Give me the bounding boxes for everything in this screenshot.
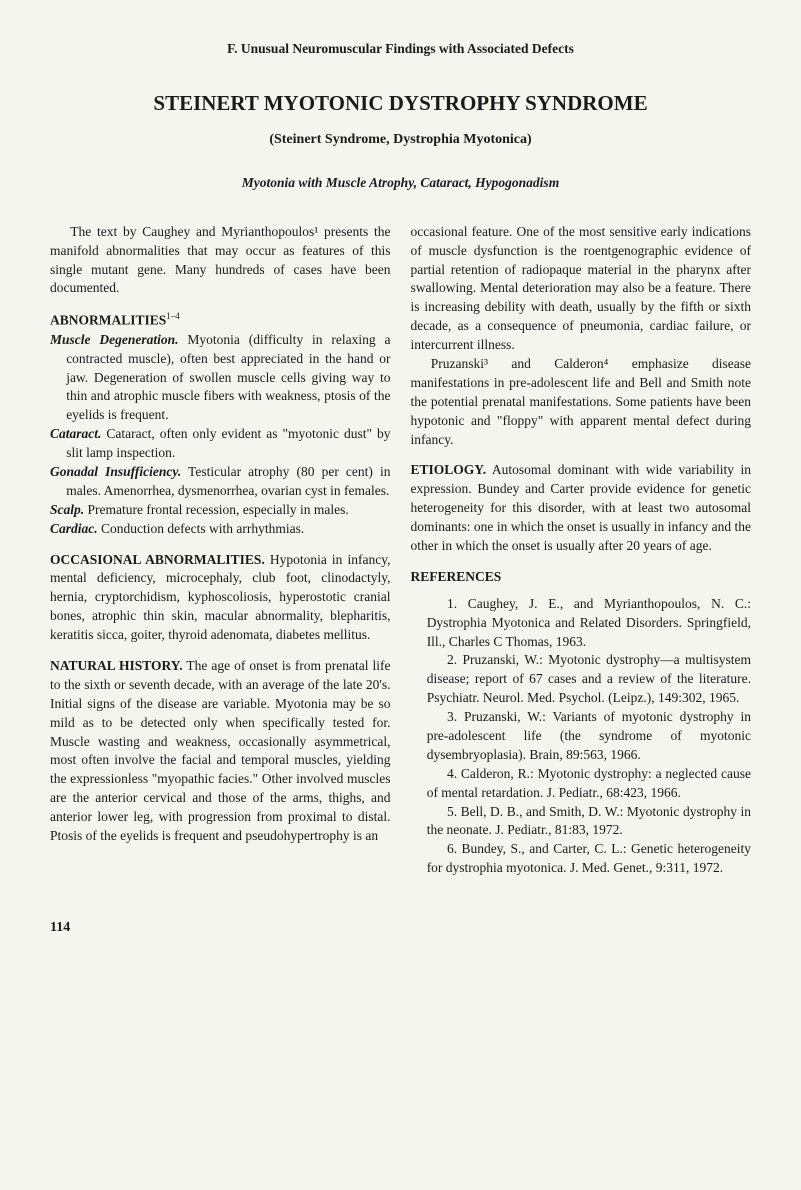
reference-item-3: 3. Pruzanski, W.: Variants of myotonic d…	[411, 708, 752, 765]
gonadal-label: Gonadal Insufficiency.	[50, 464, 181, 479]
body-columns: The text by Caughey and Myrianthopoulos¹…	[50, 223, 751, 878]
column2-paragraph2: Pruzanski³ and Calderon⁴ emphasize disea…	[411, 355, 752, 449]
reference-item-2: 2. Pruzanski, W.: Myotonic dystrophy—a m…	[411, 651, 752, 708]
etiology-paragraph: ETIOLOGY. Autosomal dominant with wide v…	[411, 461, 752, 555]
muscle-degeneration-label: Muscle Degeneration.	[50, 332, 178, 347]
occasional-heading: OCCASIONAL ABNORMALITIES.	[50, 552, 265, 567]
page-header: F. Unusual Neuromuscular Findings with A…	[50, 40, 751, 193]
column2-paragraph1: occasional feature. One of the most sens…	[411, 223, 752, 355]
cardiac-text: Conduction defects with arrhythmias.	[98, 521, 305, 536]
muscle-degeneration-item: Muscle Degeneration. Myotonia (difficult…	[50, 331, 391, 425]
section-label: F. Unusual Neuromuscular Findings with A…	[50, 40, 751, 59]
natural-history-heading: NATURAL HISTORY.	[50, 658, 183, 673]
cardiac-label: Cardiac.	[50, 521, 98, 536]
cataract-text: Cataract, often only evident as "myotoni…	[66, 426, 390, 460]
references-heading: REFERENCES	[411, 568, 752, 587]
scalp-label: Scalp.	[50, 502, 84, 517]
reference-item-1: 1. Caughey, J. E., and Myrianthopoulos, …	[411, 595, 752, 652]
cataract-label: Cataract.	[50, 426, 101, 441]
scalp-text: Premature frontal recession, especially …	[84, 502, 349, 517]
natural-history-text: The age of onset is from prenatal life t…	[50, 658, 391, 843]
reference-item-6: 6. Bundey, S., and Carter, C. L.: Geneti…	[411, 840, 752, 878]
reference-item-5: 5. Bell, D. B., and Smith, D. W.: Myoton…	[411, 803, 752, 841]
gonadal-item: Gonadal Insufficiency. Testicular atroph…	[50, 463, 391, 501]
etiology-heading: ETIOLOGY.	[411, 462, 487, 477]
cataract-item: Cataract. Cataract, often only evident a…	[50, 425, 391, 463]
abnormalities-superscript: 1–4	[166, 311, 180, 321]
italic-subtitle: Myotonia with Muscle Atrophy, Cataract, …	[50, 174, 751, 193]
intro-paragraph: The text by Caughey and Myrianthopoulos¹…	[50, 223, 391, 299]
main-title: STEINERT MYOTONIC DYSTROPHY SYNDROME	[50, 89, 751, 118]
reference-item-4: 4. Calderon, R.: Myotonic dystrophy: a n…	[411, 765, 752, 803]
subtitle: (Steinert Syndrome, Dystrophia Myotonica…	[50, 130, 751, 150]
natural-history-paragraph: NATURAL HISTORY. The age of onset is fro…	[50, 657, 391, 846]
page-number: 114	[50, 918, 751, 938]
cardiac-item: Cardiac. Conduction defects with arrhyth…	[50, 520, 391, 539]
scalp-item: Scalp. Premature frontal recession, espe…	[50, 501, 391, 520]
abnormalities-heading-line: ABNORMALITIES1–4	[50, 310, 391, 330]
abnormalities-heading: ABNORMALITIES	[50, 313, 166, 328]
occasional-abnormalities-paragraph: OCCASIONAL ABNORMALITIES. Hypotonia in i…	[50, 551, 391, 645]
